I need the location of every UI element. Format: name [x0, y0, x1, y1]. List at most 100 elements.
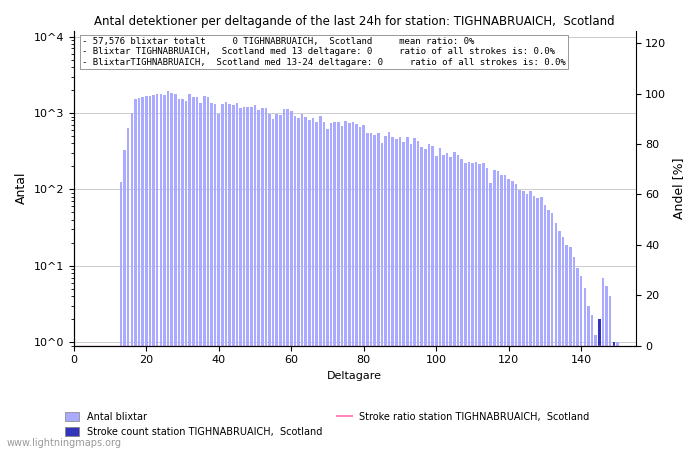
Bar — [526, 194, 528, 450]
Bar — [127, 128, 130, 450]
Bar — [293, 116, 296, 450]
Bar — [428, 144, 430, 450]
Bar — [540, 197, 542, 450]
Bar — [406, 137, 409, 450]
Bar — [446, 153, 449, 450]
Bar — [384, 136, 387, 450]
Bar — [551, 213, 554, 450]
Bar — [174, 94, 176, 450]
Bar — [167, 91, 169, 450]
Bar — [225, 102, 228, 450]
Bar — [286, 109, 289, 450]
Bar — [199, 103, 202, 450]
Bar — [612, 342, 615, 450]
Bar — [381, 144, 383, 450]
Bar — [323, 122, 325, 450]
Bar — [196, 97, 198, 450]
Bar — [348, 123, 351, 450]
Bar — [399, 137, 401, 450]
Bar — [602, 278, 604, 450]
Bar — [283, 108, 286, 450]
Bar — [395, 139, 398, 450]
Bar — [130, 113, 133, 450]
Bar — [573, 257, 575, 450]
Text: www.lightningmaps.org: www.lightningmaps.org — [7, 438, 122, 448]
Bar — [417, 141, 419, 450]
Bar — [232, 105, 235, 450]
Bar — [203, 96, 206, 450]
Bar — [265, 108, 267, 450]
Bar — [453, 152, 456, 450]
Bar — [344, 121, 347, 450]
Bar — [479, 164, 481, 450]
Bar — [276, 114, 278, 450]
Bar — [333, 122, 336, 450]
Bar — [431, 146, 434, 450]
Bar — [598, 342, 601, 450]
Bar — [355, 124, 358, 450]
Bar — [123, 150, 126, 450]
Bar — [163, 95, 166, 450]
Bar — [188, 94, 191, 450]
Bar — [181, 99, 184, 450]
Bar — [518, 189, 521, 450]
Bar — [330, 123, 332, 450]
Bar — [316, 122, 318, 450]
Bar — [145, 96, 148, 450]
Bar — [449, 157, 452, 450]
Bar — [471, 163, 474, 450]
Bar — [170, 93, 173, 450]
Bar — [544, 205, 546, 450]
Bar — [598, 319, 601, 450]
Bar — [359, 127, 361, 450]
Title: Antal detektioner per deltagande of the last 24h for station: TIGHNABRUAICH,  Sc: Antal detektioner per deltagande of the … — [94, 15, 615, 28]
Bar — [160, 94, 162, 450]
Bar — [468, 162, 470, 450]
Bar — [606, 286, 608, 450]
Bar — [504, 175, 506, 450]
Bar — [370, 133, 372, 450]
Bar — [308, 120, 311, 450]
Bar — [373, 135, 376, 450]
Bar — [153, 95, 155, 450]
Bar — [148, 95, 151, 450]
Bar — [337, 122, 340, 450]
Bar — [562, 237, 564, 450]
Bar — [214, 104, 216, 450]
Bar — [616, 342, 619, 450]
Bar — [304, 117, 307, 450]
Bar — [514, 184, 517, 450]
Bar — [250, 107, 253, 450]
Bar — [464, 163, 466, 450]
Bar — [591, 315, 594, 450]
Bar — [410, 144, 412, 450]
Bar — [569, 247, 572, 450]
Bar — [178, 99, 180, 450]
Bar — [156, 94, 158, 450]
Bar — [312, 117, 314, 450]
Bar — [522, 191, 524, 450]
Bar — [493, 170, 496, 450]
Bar — [366, 133, 369, 450]
Bar — [388, 132, 391, 450]
Bar — [421, 147, 423, 450]
Bar — [402, 142, 405, 450]
Bar — [185, 101, 188, 450]
Bar — [609, 296, 612, 450]
Bar — [489, 183, 492, 450]
Bar — [120, 182, 122, 450]
Bar — [253, 105, 256, 450]
Bar — [326, 129, 329, 450]
Bar — [192, 97, 195, 450]
Bar — [475, 162, 477, 450]
Bar — [580, 276, 582, 450]
Bar — [239, 108, 241, 450]
Bar — [442, 155, 444, 450]
Bar — [246, 107, 249, 450]
Bar — [341, 126, 343, 450]
Bar — [461, 159, 463, 450]
Bar — [218, 114, 220, 450]
Bar — [496, 171, 499, 450]
Bar — [435, 156, 438, 450]
Bar — [424, 149, 426, 450]
